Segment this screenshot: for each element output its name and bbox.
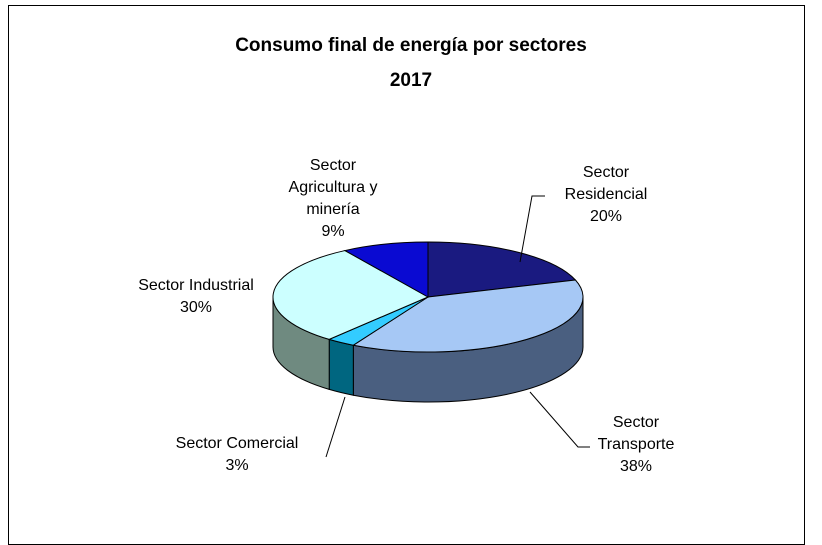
slice-label: Sector Agricultura y minería 9% <box>271 155 396 243</box>
slice-label: Sector Comercial 3% <box>152 433 322 477</box>
slice <box>352 279 584 353</box>
slice-label: Sector Residencial 20% <box>551 162 661 228</box>
slice-label-name: Sector Comercial <box>175 435 299 452</box>
slice-label: Sector Transporte 38% <box>586 412 686 478</box>
leader-line <box>325 396 346 458</box>
slice-label-value: 30% <box>179 299 213 316</box>
slice-label-name: Sector Residencial <box>564 164 648 203</box>
leader-line <box>529 391 590 448</box>
chart-subtitle: 2017 <box>389 70 433 91</box>
slice <box>272 250 430 340</box>
slice-label-value: 3% <box>225 457 249 474</box>
slice-label-value: 20% <box>589 208 623 225</box>
slice-label-value: 9% <box>321 223 345 240</box>
slice-label-name: Sector Industrial <box>138 277 254 294</box>
chart-title: Consumo final de energía por sectores <box>235 35 587 56</box>
slice-label-name: Sector Agricultura y minería <box>288 157 378 218</box>
slice <box>427 241 577 298</box>
leader-lines <box>325 195 590 458</box>
slice <box>343 241 429 298</box>
slice-label: Sector Industrial 30% <box>111 275 281 319</box>
slice-label-name: Sector Transporte <box>597 414 675 453</box>
slice-side <box>328 338 354 396</box>
leader-line <box>519 195 545 263</box>
slice-label-value: 38% <box>619 458 653 475</box>
